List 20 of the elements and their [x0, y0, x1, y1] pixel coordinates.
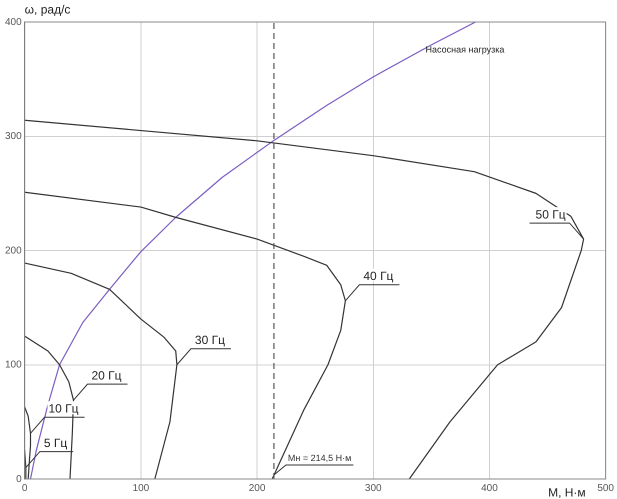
- series-label: Насосная нагрузка: [426, 44, 504, 54]
- y-tick-label: 100: [4, 360, 22, 370]
- y-axis-title: ω, рад/с: [24, 2, 70, 16]
- x-tick-label: 200: [248, 482, 266, 494]
- y-tick-label: 0: [16, 474, 22, 485]
- series-label: 5 Гц: [44, 436, 68, 450]
- series-label: 10 Гц: [48, 402, 79, 416]
- x-tick-label: 100: [132, 482, 150, 494]
- ref-line-label: Mн = 214,5 Н·м: [288, 452, 352, 463]
- x-tick-label: 300: [364, 482, 382, 494]
- x-axis-title: M, Н·м: [548, 485, 586, 499]
- y-tick-label: 200: [4, 245, 22, 256]
- x-tick-label: 500: [597, 482, 614, 494]
- y-tick-label: 300: [4, 131, 22, 142]
- series-label: 50 Гц: [536, 207, 566, 222]
- x-tick-label: 400: [481, 482, 498, 494]
- y-tick-label: 400: [4, 16, 22, 28]
- series-label: 30 Гц: [194, 333, 226, 348]
- series-label: 20 Гц: [91, 368, 122, 382]
- series-label: 40 Гц: [363, 269, 394, 284]
